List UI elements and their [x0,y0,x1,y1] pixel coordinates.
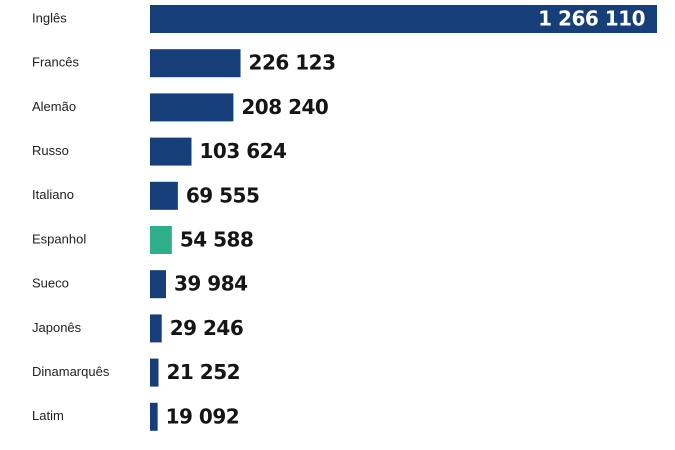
category-label: Alemão [32,99,76,114]
bar [150,93,234,122]
value-label: 29 246 [170,316,244,340]
bar [150,402,158,431]
value-label: 103 624 [199,139,286,163]
bar [150,314,162,343]
category-label: Russo [32,143,69,158]
category-label: Francês [32,55,79,70]
value-label: 208 240 [241,95,328,119]
bar [150,226,172,254]
category-label: Sueco [32,276,69,291]
value-label: 19 092 [166,404,240,428]
bar [150,270,167,299]
bar [150,49,241,78]
category-label: Latim [32,408,64,423]
bar [150,5,657,33]
value-label: 69 555 [186,183,260,207]
bar [150,358,159,387]
category-label: Italiano [32,187,74,202]
value-label: 21 252 [167,360,241,384]
bar [150,137,192,166]
value-label: 1 266 110 [538,7,645,31]
value-label: 39 984 [174,272,248,296]
value-label: 54 588 [180,228,254,252]
category-label: Inglês [32,10,67,25]
category-label: Japonês [32,320,82,335]
category-label: Dinamarquês [32,364,110,379]
category-label: Espanhol [32,231,86,246]
value-label: 226 123 [249,51,336,75]
bar [150,181,178,210]
